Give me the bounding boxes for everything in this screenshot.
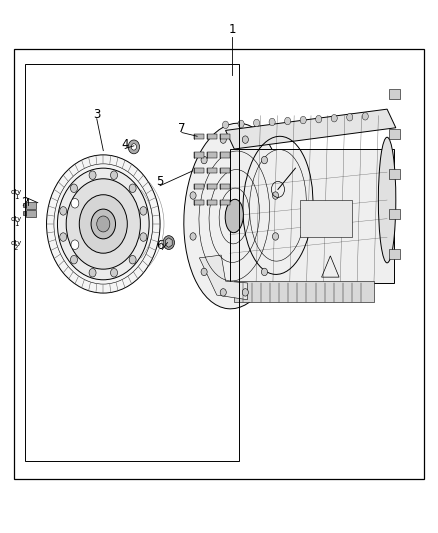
Bar	[194, 152, 204, 158]
Bar	[207, 200, 217, 205]
Bar	[389, 130, 400, 139]
Ellipse shape	[225, 199, 244, 233]
Circle shape	[71, 198, 79, 208]
Text: 2: 2	[21, 196, 28, 209]
Circle shape	[190, 192, 196, 199]
Circle shape	[71, 184, 78, 192]
Ellipse shape	[184, 123, 285, 309]
Bar	[26, 202, 35, 208]
Bar	[207, 134, 217, 139]
Circle shape	[128, 140, 140, 154]
Text: qty: qty	[11, 216, 21, 222]
Bar	[389, 169, 400, 179]
Text: 3: 3	[93, 109, 100, 122]
Bar	[207, 168, 217, 173]
Circle shape	[60, 233, 67, 241]
Circle shape	[242, 289, 248, 296]
Bar	[234, 281, 374, 302]
Text: 5: 5	[156, 175, 164, 188]
Circle shape	[242, 136, 248, 143]
Polygon shape	[72, 186, 98, 262]
Circle shape	[261, 268, 268, 276]
Bar	[230, 149, 394, 283]
Circle shape	[272, 192, 279, 199]
Circle shape	[269, 118, 275, 126]
Polygon shape	[226, 109, 396, 149]
Circle shape	[140, 233, 147, 241]
Circle shape	[316, 116, 322, 123]
Circle shape	[331, 115, 337, 122]
Bar	[14, 49, 424, 479]
Ellipse shape	[66, 179, 141, 269]
Text: 4: 4	[121, 138, 129, 151]
Circle shape	[201, 268, 207, 276]
Bar	[194, 200, 204, 205]
Text: 1: 1	[14, 195, 18, 200]
Bar	[220, 200, 230, 205]
Circle shape	[223, 121, 229, 128]
Circle shape	[89, 269, 96, 277]
Text: 1: 1	[14, 221, 18, 227]
Bar	[220, 184, 230, 189]
Ellipse shape	[97, 216, 110, 232]
Circle shape	[254, 119, 260, 127]
Bar	[194, 184, 204, 189]
Circle shape	[261, 156, 268, 164]
Bar	[220, 134, 230, 139]
Text: 7: 7	[178, 122, 186, 135]
Circle shape	[220, 289, 226, 296]
Polygon shape	[199, 255, 247, 300]
Bar	[26, 210, 35, 216]
Bar	[25, 64, 239, 461]
Text: 6: 6	[156, 239, 164, 252]
Ellipse shape	[46, 155, 160, 293]
Bar	[300, 200, 352, 237]
Text: 2: 2	[14, 245, 18, 251]
Circle shape	[163, 236, 174, 249]
Circle shape	[272, 233, 279, 240]
Circle shape	[238, 120, 244, 127]
Text: qty: qty	[11, 189, 21, 195]
Bar	[389, 249, 400, 259]
Ellipse shape	[378, 138, 396, 263]
Bar	[220, 152, 230, 158]
Bar	[207, 184, 217, 189]
Bar	[194, 168, 204, 173]
Bar	[220, 168, 230, 173]
Circle shape	[190, 233, 196, 240]
Bar	[23, 211, 26, 215]
Circle shape	[110, 171, 117, 180]
Circle shape	[110, 269, 117, 277]
Circle shape	[201, 156, 207, 164]
Circle shape	[347, 114, 353, 121]
Bar	[23, 203, 26, 207]
Bar	[194, 134, 204, 139]
Circle shape	[285, 117, 291, 125]
Ellipse shape	[79, 195, 127, 253]
Circle shape	[129, 255, 136, 264]
Circle shape	[362, 112, 368, 120]
Circle shape	[71, 255, 78, 264]
Bar	[207, 152, 217, 158]
Bar	[389, 90, 400, 99]
Bar	[389, 209, 400, 219]
Circle shape	[220, 136, 226, 143]
Ellipse shape	[91, 209, 116, 239]
Circle shape	[60, 207, 67, 215]
Circle shape	[140, 207, 147, 215]
Circle shape	[129, 184, 136, 192]
Ellipse shape	[57, 168, 149, 280]
Circle shape	[89, 171, 96, 180]
Text: 1: 1	[228, 23, 236, 36]
Text: qty: qty	[11, 239, 21, 246]
Circle shape	[131, 144, 137, 150]
Circle shape	[71, 240, 79, 249]
Circle shape	[300, 116, 306, 124]
